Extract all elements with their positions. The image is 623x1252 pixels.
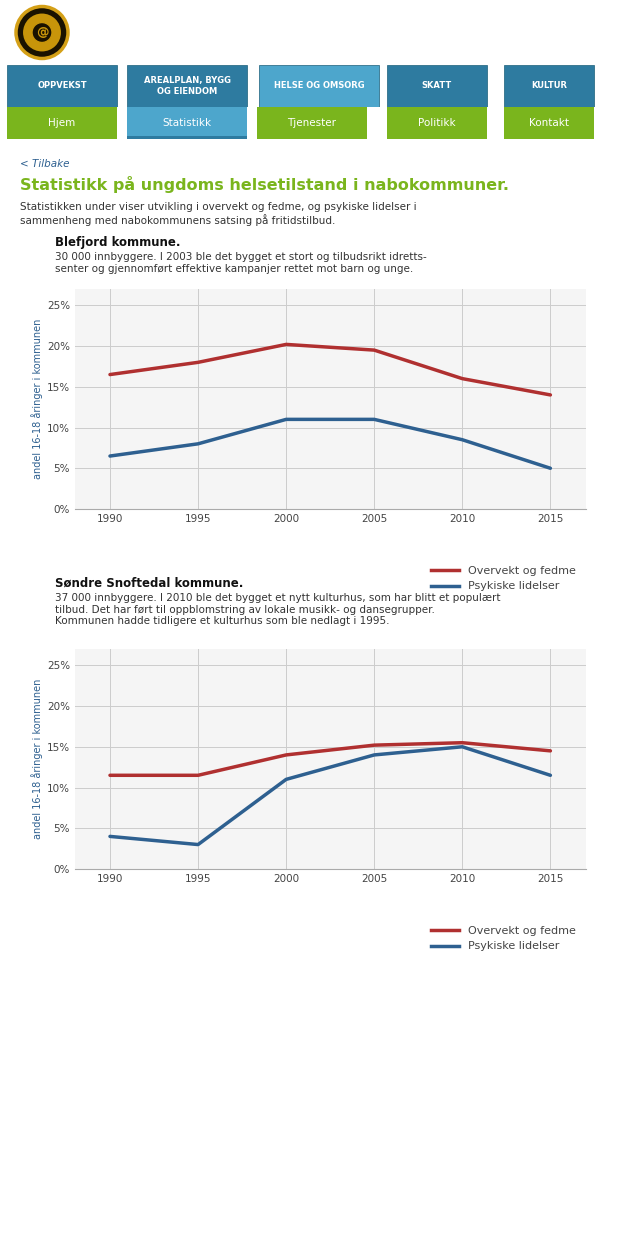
Text: Kontakt: Kontakt xyxy=(529,118,569,128)
Text: Politikk: Politikk xyxy=(418,118,456,128)
Bar xyxy=(7,65,117,106)
Text: Hjem: Hjem xyxy=(49,118,75,128)
Text: Statistikk på ungdoms helsetilstand i nabokommuner.: Statistikk på ungdoms helsetilstand i na… xyxy=(20,177,509,193)
Text: Ledige stillinger: Ledige stillinger xyxy=(386,1227,488,1237)
Circle shape xyxy=(32,23,52,43)
Legend: Overvekt og fedme, Psykiske lidelser: Overvekt og fedme, Psykiske lidelser xyxy=(427,921,580,955)
Text: Om Snasen: Om Snasen xyxy=(27,1227,97,1237)
Bar xyxy=(127,65,247,106)
Bar xyxy=(387,106,487,139)
Bar xyxy=(387,65,487,106)
Text: Tjenester: Tjenester xyxy=(287,118,336,128)
Text: OPPVEKST: OPPVEKST xyxy=(37,81,87,90)
Y-axis label: andel 16-18 åringer i kommunen: andel 16-18 åringer i kommunen xyxy=(31,319,42,480)
Text: Snasen kommune: Snasen kommune xyxy=(80,19,356,46)
Text: @: @ xyxy=(36,26,48,39)
Text: Karttjenester: Karttjenester xyxy=(145,1227,229,1237)
Text: Postliste: Postliste xyxy=(521,1227,576,1237)
Bar xyxy=(257,106,367,139)
Text: KULTUR: KULTUR xyxy=(531,81,567,90)
Text: 30 000 innbyggere. I 2003 ble det bygget et stort og tilbudsrikt idretts-
senter: 30 000 innbyggere. I 2003 ble det bygget… xyxy=(55,252,427,274)
Bar xyxy=(127,136,247,139)
Text: HELSE OG OMSORG: HELSE OG OMSORG xyxy=(273,81,364,90)
Bar xyxy=(259,65,379,106)
Text: AREALPLAN, BYGG
OG EIENDOM: AREALPLAN, BYGG OG EIENDOM xyxy=(143,76,231,95)
Legend: Overvekt og fedme, Psykiske lidelser: Overvekt og fedme, Psykiske lidelser xyxy=(427,561,580,596)
Circle shape xyxy=(16,6,68,59)
Text: Statistikken under viser utvikling i overvekt og fedme, og psykiske lidelser i
s: Statistikken under viser utvikling i ove… xyxy=(20,202,417,225)
Text: Statistikk: Statistikk xyxy=(163,118,212,128)
Bar xyxy=(127,106,247,139)
Text: Webkamera: Webkamera xyxy=(275,1227,349,1237)
Bar xyxy=(504,106,594,139)
Bar xyxy=(504,65,594,106)
Circle shape xyxy=(22,13,62,53)
Y-axis label: andel 16-18 åringer i kommunen: andel 16-18 åringer i kommunen xyxy=(31,679,42,839)
Bar xyxy=(7,106,117,139)
Text: SKATT: SKATT xyxy=(422,81,452,90)
Text: < Tilbake: < Tilbake xyxy=(20,159,70,169)
Text: Søndre Snoftedal kommune.: Søndre Snoftedal kommune. xyxy=(55,577,244,590)
Text: 37 000 innbyggere. I 2010 ble det bygget et nytt kulturhus, som har blitt et pop: 37 000 innbyggere. I 2010 ble det bygget… xyxy=(55,593,500,626)
Text: Blefjord kommune.: Blefjord kommune. xyxy=(55,235,181,249)
